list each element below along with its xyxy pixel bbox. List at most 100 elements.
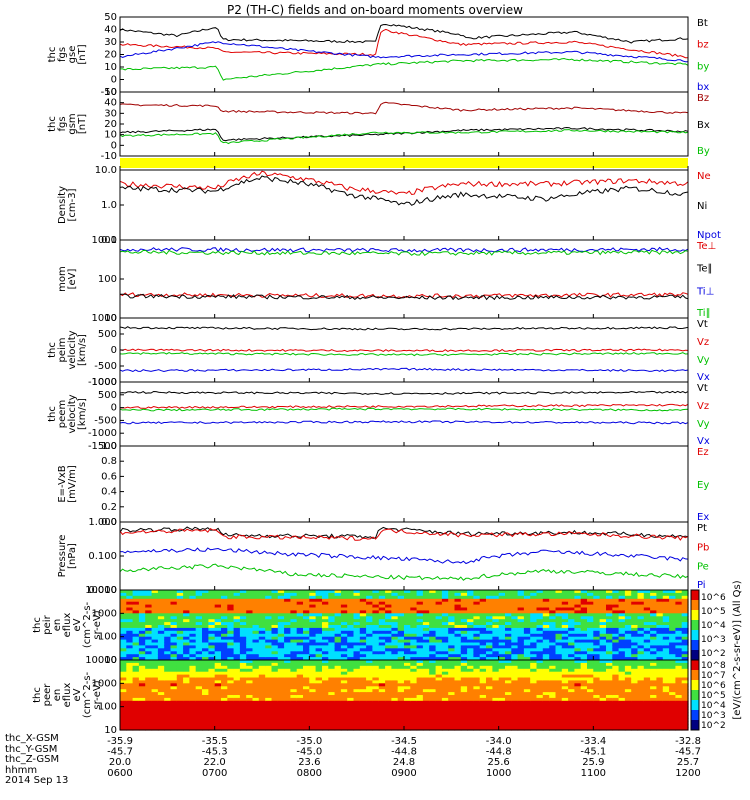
spectrogram-cell	[593, 677, 601, 681]
spectrogram-cell	[454, 706, 462, 711]
spectrogram-cell	[334, 645, 342, 649]
legend-entry: Vy	[697, 419, 710, 430]
spectrogram-cell	[486, 724, 493, 728]
spectrogram-cell	[195, 645, 203, 649]
spectrogram-cell	[189, 703, 197, 708]
spectrogram-cell	[410, 627, 418, 632]
spectrogram-cell	[675, 639, 683, 644]
spectrogram-cell	[189, 607, 197, 611]
spectrogram-cell	[359, 598, 367, 603]
spectrogram-cell	[492, 683, 500, 687]
spectrogram-cell	[359, 692, 367, 696]
spectrogram-cell	[195, 712, 203, 716]
spectrogram-cell	[511, 654, 519, 658]
spectrogram-cell	[340, 625, 348, 629]
spectrogram-cell	[669, 590, 676, 594]
spectrogram-cell	[530, 645, 538, 649]
spectrogram-cell	[422, 592, 430, 597]
spectrogram-cell	[195, 633, 203, 638]
spectrogram-cell	[151, 715, 159, 719]
spectrogram-cell	[568, 648, 575, 652]
spectrogram-cell	[328, 721, 336, 725]
spectrogram-cell	[195, 671, 203, 676]
spectrogram-cell	[252, 671, 260, 676]
spectrogram-cell	[378, 692, 386, 696]
spectrogram-cell	[429, 657, 437, 661]
spectrogram-cell	[624, 630, 632, 635]
spectrogram-cell	[214, 610, 222, 614]
spectrogram-cell	[176, 639, 184, 644]
spectrogram-cell	[410, 660, 418, 664]
spectrogram-cell	[183, 712, 190, 716]
spectrogram-cell	[315, 645, 323, 649]
spectrogram-cell	[183, 592, 190, 597]
spectrogram-cell	[120, 727, 127, 731]
spectrogram-cell	[322, 677, 329, 681]
spectrogram-cell	[530, 689, 538, 693]
spectrogram-cell	[467, 671, 474, 676]
spectrogram-cell	[378, 622, 386, 626]
spectrogram-cell	[662, 648, 670, 652]
spectrogram-cell	[132, 692, 140, 696]
spectrogram-cell	[378, 601, 386, 606]
spectrogram-cell	[662, 692, 670, 696]
spectrogram-cell	[366, 724, 373, 728]
spectrogram-cell	[473, 651, 481, 655]
spectrogram-cell	[643, 633, 651, 638]
spectrogram-cell	[624, 627, 632, 632]
spectrogram-cell	[681, 665, 689, 670]
spectrogram-cell	[473, 683, 481, 687]
spectrogram-cell	[643, 601, 651, 606]
spectrogram-cell	[221, 636, 228, 641]
colorbar-tick-label: 10^3	[701, 711, 726, 721]
spectrogram-cell	[328, 718, 336, 722]
spectrogram-cell	[587, 727, 594, 731]
spectrogram-cell	[265, 662, 273, 667]
spectrogram-cell	[631, 657, 639, 661]
spectrogram-cell	[650, 590, 657, 594]
spectrogram-cell	[195, 639, 203, 644]
spectrogram-cell	[675, 662, 683, 667]
spectrogram-cell	[454, 654, 462, 658]
spectrogram-cell	[353, 607, 361, 611]
spectrogram-cell	[656, 712, 664, 716]
spectrogram-cell	[429, 671, 437, 676]
spectrogram-cell	[309, 665, 317, 670]
spectrogram-cell	[246, 668, 254, 673]
spectrogram-cell	[170, 627, 178, 632]
spectrogram-cell	[359, 674, 367, 679]
y-tick-label: 0.4	[101, 487, 117, 498]
spectrogram-cell	[656, 709, 664, 714]
spectrogram-cell	[606, 695, 613, 699]
spectrogram-cell	[366, 680, 373, 684]
spectrogram-cell	[157, 610, 165, 614]
spectrogram-cell	[460, 715, 468, 719]
legend-entry: Pt	[697, 523, 707, 534]
spectrogram-cell	[296, 598, 304, 603]
spectrogram-cell	[631, 648, 639, 652]
spectrogram-cell	[309, 712, 317, 716]
spectrogram-cell	[631, 697, 639, 702]
y-tick-label: -1500	[88, 441, 117, 452]
spectrogram-cell	[523, 636, 531, 641]
spectrogram-cell	[397, 607, 405, 611]
spectrogram-cell	[145, 645, 153, 649]
spectrogram-cell	[637, 613, 645, 617]
spectrogram-cell	[606, 622, 613, 626]
spectrogram-cell	[473, 727, 481, 731]
spectrogram-cell	[473, 622, 481, 626]
legend-entry: Bt	[697, 18, 708, 29]
spectrogram-cell	[126, 622, 134, 626]
spectrogram-cell	[277, 677, 285, 681]
spectrogram-cell	[448, 662, 456, 667]
spectrogram-cell	[454, 718, 462, 722]
spectrogram-cell	[662, 595, 670, 600]
spectrogram-cell	[441, 709, 449, 714]
spectrogram-cell	[416, 662, 424, 667]
spectrogram-cell	[593, 712, 601, 716]
spectrogram-cell	[606, 683, 613, 687]
spectrogram-cell	[517, 648, 525, 652]
spectrogram-cell	[511, 718, 519, 722]
spectrogram-cell	[593, 654, 601, 658]
spectrogram-cell	[328, 598, 336, 603]
